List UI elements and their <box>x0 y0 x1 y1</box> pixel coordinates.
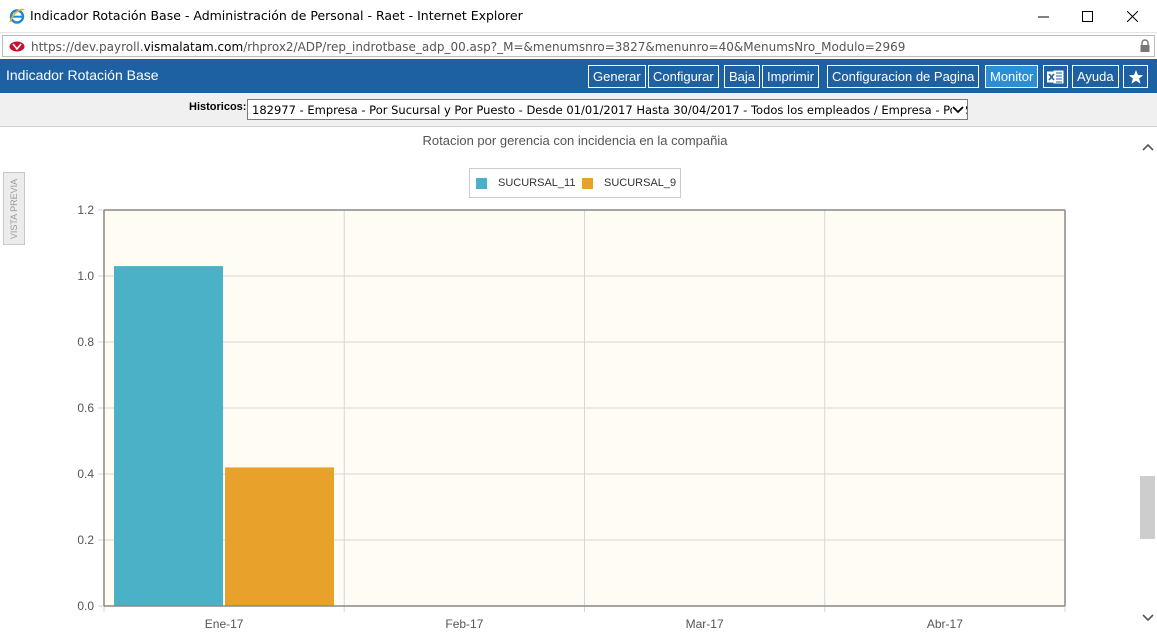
internet-explorer-icon <box>9 8 25 24</box>
configurar-button[interactable]: Configurar <box>648 65 719 88</box>
page-title: Indicador Rotación Base <box>6 67 159 83</box>
maximize-icon <box>1081 10 1093 22</box>
favorite-button[interactable] <box>1123 65 1148 88</box>
x-tick-label: Feb-17 <box>445 617 483 631</box>
legend-label: SUCURSAL_11 <box>498 177 576 189</box>
bar-chart: 0.0 0.2 0.4 0.6 0.8 1.0 1.2 Ene-17 Feb-17 Mar-17 A… <box>77 203 1066 631</box>
report-content: VISTA PREVIA Rotacion por gerencia con i… <box>0 128 1157 643</box>
url-field[interactable]: https://dev.payroll.vismalatam.com/rhpro… <box>2 35 1155 57</box>
vista-previa-tab[interactable]: VISTA PREVIA <box>3 172 25 245</box>
legend-item-sucursal-9: SUCURSAL_9 <box>582 177 676 189</box>
chevron-down-icon <box>1141 614 1154 622</box>
y-tick-label: 0.6 <box>77 401 94 415</box>
legend-label: SUCURSAL_9 <box>604 177 677 189</box>
y-tick-label: 1.0 <box>77 269 94 283</box>
imprimir-button[interactable]: Imprimir <box>762 65 819 88</box>
close-button[interactable] <box>1109 0 1155 32</box>
excel-export-button[interactable] <box>1043 65 1068 88</box>
scroll-down-button[interactable] <box>1138 609 1157 627</box>
historicos-label: Historicos: <box>189 101 247 113</box>
ayuda-button[interactable]: Ayuda <box>1072 65 1119 88</box>
historicos-select[interactable]: 182977 - Empresa - Por Sucursal y Por Pu… <box>247 99 968 120</box>
x-tick-label: Mar-17 <box>686 617 724 631</box>
url-text: https://dev.payroll.vismalatam.com/rhpro… <box>31 40 906 54</box>
x-tick-label: Ene-17 <box>205 617 244 631</box>
legend-swatch <box>582 177 593 189</box>
chevron-up-icon <box>1141 143 1154 151</box>
address-bar: https://dev.payroll.vismalatam.com/rhpro… <box>0 32 1157 58</box>
chart-title: Rotacion por gerencia con incidencia en … <box>422 133 728 148</box>
lock-icon <box>1140 39 1150 52</box>
chevron-down-icon <box>952 103 964 116</box>
minimize-icon <box>1037 16 1049 17</box>
close-icon <box>1126 10 1138 22</box>
legend-item-sucursal-11: SUCURSAL_11 <box>476 177 575 189</box>
bar <box>114 266 223 606</box>
y-tick-label: 0.0 <box>77 599 94 613</box>
baja-button[interactable]: Baja <box>724 65 761 88</box>
historicos-selected-value: 182977 - Empresa - Por Sucursal y Por Pu… <box>252 103 968 117</box>
chart-legend: SUCURSAL_11 SUCURSAL_9 <box>469 168 681 198</box>
maximize-button[interactable] <box>1064 0 1110 32</box>
window-title-bar: Indicador Rotación Base - Administración… <box>0 0 1157 32</box>
star-icon <box>1128 69 1143 84</box>
app-header: Indicador Rotación Base Generar Configur… <box>0 59 1157 93</box>
x-tick-label: Abr-17 <box>927 617 963 631</box>
y-tick-label: 0.2 <box>77 533 94 547</box>
monitor-button[interactable]: Monitor <box>985 65 1039 88</box>
vertical-scrollbar[interactable] <box>1138 128 1157 643</box>
scroll-up-button[interactable] <box>1138 138 1157 156</box>
generar-button[interactable]: Generar <box>588 65 646 88</box>
y-tick-label: 1.2 <box>77 203 94 217</box>
bar <box>225 467 334 606</box>
configuracion-pagina-button[interactable]: Configuracion de Pagina <box>827 65 980 88</box>
legend-swatch <box>476 177 487 189</box>
window-title: Indicador Rotación Base - Administración… <box>30 8 523 23</box>
scrollbar-thumb[interactable] <box>1140 476 1155 539</box>
historicos-row: Historicos: 182977 - Empresa - Por Sucur… <box>0 93 1157 127</box>
excel-icon <box>1046 69 1064 84</box>
minimize-button[interactable] <box>1020 0 1066 32</box>
visma-site-icon <box>9 41 25 52</box>
y-tick-label: 0.8 <box>77 335 94 349</box>
y-tick-label: 0.4 <box>77 467 94 481</box>
